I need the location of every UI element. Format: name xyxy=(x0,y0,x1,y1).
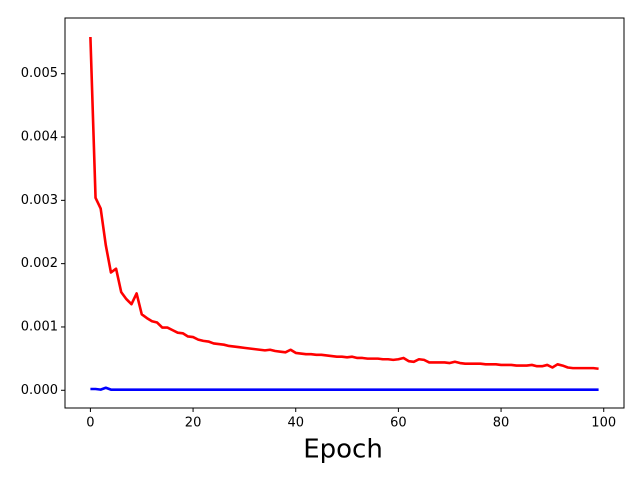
y-tick-label: 0.002 xyxy=(21,256,58,271)
y-tick-label: 0.005 xyxy=(21,66,58,81)
plot-frame xyxy=(64,17,625,409)
y-tick-label: 0.000 xyxy=(21,383,58,398)
x-tick-label: 60 xyxy=(390,416,407,431)
y-tick-label: 0.001 xyxy=(21,319,58,334)
series-line xyxy=(89,36,599,371)
x-tick-label: 100 xyxy=(591,416,616,431)
y-tick-label: 0.003 xyxy=(21,193,58,208)
x-tick-label: 0 xyxy=(86,416,94,431)
x-axis-label: Epoch xyxy=(303,435,383,465)
x-tick-label: 80 xyxy=(493,416,510,431)
x-tick-label: 40 xyxy=(287,416,304,431)
y-tick-label: 0.004 xyxy=(21,130,58,145)
series-line xyxy=(90,386,599,391)
x-tick-label: 20 xyxy=(185,416,202,431)
